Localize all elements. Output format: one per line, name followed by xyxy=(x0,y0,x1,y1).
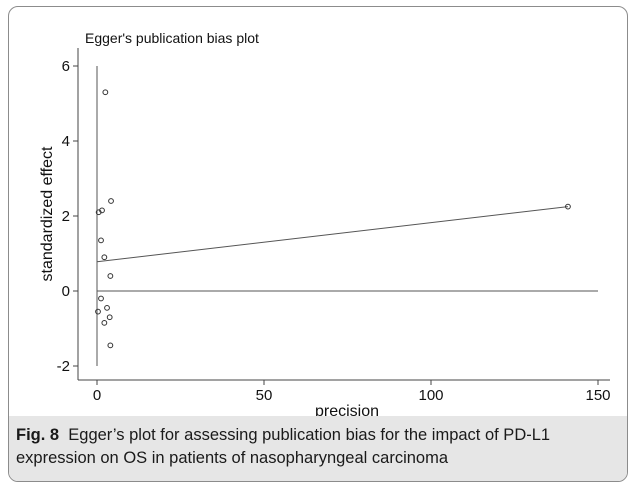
regression-line xyxy=(96,206,568,263)
x-tick-label: 50 xyxy=(256,387,273,404)
x-axis-label: precision xyxy=(315,403,379,420)
data-point xyxy=(565,203,571,210)
data-point xyxy=(104,304,110,311)
figure-frame xyxy=(8,6,628,482)
x-ticks: 0 50 100 150 xyxy=(93,380,611,404)
data-point xyxy=(101,254,108,261)
caption-text: Egger’s plot for assessing publication b… xyxy=(16,426,551,467)
y-tick-label: 6 xyxy=(62,58,70,75)
x-tick-label: 100 xyxy=(418,387,443,404)
data-point xyxy=(102,89,109,96)
data-point xyxy=(95,209,102,216)
y-tick-label: 4 xyxy=(62,133,70,150)
data-point xyxy=(98,237,104,244)
data-point xyxy=(98,295,104,302)
x-tick-label: 0 xyxy=(93,387,101,404)
x-tick-label: 150 xyxy=(585,387,610,404)
y-tick-label: 0 xyxy=(62,283,70,300)
caption-label: Fig. 8 xyxy=(16,426,60,444)
data-point xyxy=(107,342,114,349)
y-axis-label: standardized effect xyxy=(39,146,56,281)
caption-background xyxy=(9,416,627,481)
data-point xyxy=(108,198,114,204)
data-point xyxy=(106,314,113,321)
y-tick-label: -2 xyxy=(57,358,70,375)
figure-caption: Fig. 8 Egger’s plot for assessing public… xyxy=(16,424,616,470)
data-points xyxy=(95,89,571,349)
y-tick-label: 2 xyxy=(62,208,70,225)
y-ticks: -2 0 2 4 6 xyxy=(57,58,78,375)
data-point xyxy=(101,319,108,326)
data-point xyxy=(107,273,114,279)
data-point xyxy=(95,308,101,315)
chart-title: Egger's publication bias plot xyxy=(85,30,259,46)
